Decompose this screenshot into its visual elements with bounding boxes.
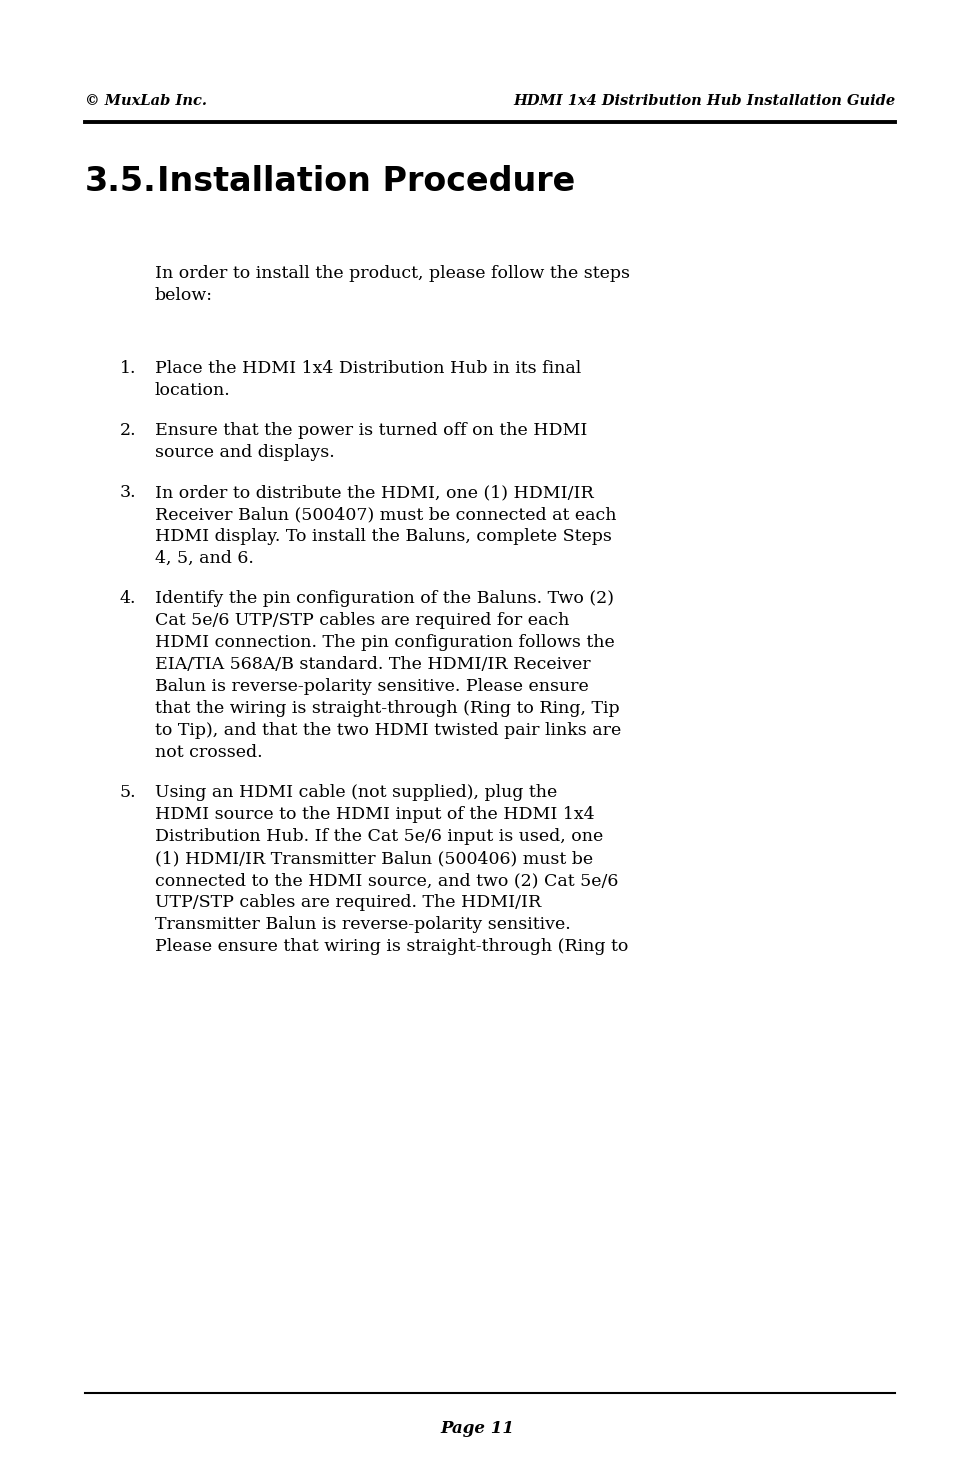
Text: 2.: 2. [120,422,136,440]
Text: location.: location. [154,382,231,400]
Text: Please ensure that wiring is straight-through (Ring to: Please ensure that wiring is straight-th… [154,938,628,954]
Text: Balun is reverse-polarity sensitive. Please ensure: Balun is reverse-polarity sensitive. Ple… [154,678,588,695]
Text: HDMI display. To install the Baluns, complete Steps: HDMI display. To install the Baluns, com… [154,528,611,544]
Text: below:: below: [154,288,213,304]
Text: Installation Procedure: Installation Procedure [157,165,575,198]
Text: source and displays.: source and displays. [154,444,335,462]
Text: HDMI source to the HDMI input of the HDMI 1x4: HDMI source to the HDMI input of the HDM… [154,805,594,823]
Text: 3.: 3. [120,484,136,502]
Text: Identify the pin configuration of the Baluns. Two (2): Identify the pin configuration of the Ba… [154,590,614,608]
Text: Cat 5e/6 UTP/STP cables are required for each: Cat 5e/6 UTP/STP cables are required for… [154,612,569,628]
Text: 4, 5, and 6.: 4, 5, and 6. [154,550,253,566]
Text: HDMI connection. The pin configuration follows the: HDMI connection. The pin configuration f… [154,634,614,650]
Text: 1.: 1. [120,360,136,378]
Text: not crossed.: not crossed. [154,743,262,761]
Text: In order to distribute the HDMI, one (1) HDMI/IR: In order to distribute the HDMI, one (1)… [154,484,593,502]
Text: 4.: 4. [120,590,136,608]
Text: EIA/TIA 568A/B standard. The HDMI/IR Receiver: EIA/TIA 568A/B standard. The HDMI/IR Rec… [154,656,590,673]
Text: UTP/STP cables are required. The HDMI/IR: UTP/STP cables are required. The HDMI/IR [154,894,540,912]
Text: that the wiring is straight-through (Ring to Ring, Tip: that the wiring is straight-through (Rin… [154,701,619,717]
Text: HDMI 1x4 Distribution Hub Installation Guide: HDMI 1x4 Distribution Hub Installation G… [513,94,894,108]
Text: Ensure that the power is turned off on the HDMI: Ensure that the power is turned off on t… [154,422,587,440]
Text: (1) HDMI/IR Transmitter Balun (500406) must be: (1) HDMI/IR Transmitter Balun (500406) m… [154,850,593,867]
Text: In order to install the product, please follow the steps: In order to install the product, please … [154,266,629,282]
Text: Distribution Hub. If the Cat 5e/6 input is used, one: Distribution Hub. If the Cat 5e/6 input … [154,827,602,845]
Text: Transmitter Balun is reverse-polarity sensitive.: Transmitter Balun is reverse-polarity se… [154,916,570,934]
Text: Place the HDMI 1x4 Distribution Hub in its final: Place the HDMI 1x4 Distribution Hub in i… [154,360,580,378]
Text: connected to the HDMI source, and two (2) Cat 5e/6: connected to the HDMI source, and two (2… [154,872,618,889]
Text: 5.: 5. [120,785,136,801]
Text: 3.5.: 3.5. [85,165,156,198]
Text: © MuxLab Inc.: © MuxLab Inc. [85,94,207,108]
Text: Page 11: Page 11 [439,1420,514,1437]
Text: to Tip), and that the two HDMI twisted pair links are: to Tip), and that the two HDMI twisted p… [154,721,620,739]
Text: Using an HDMI cable (not supplied), plug the: Using an HDMI cable (not supplied), plug… [154,785,557,801]
Text: Receiver Balun (500407) must be connected at each: Receiver Balun (500407) must be connecte… [154,506,616,524]
